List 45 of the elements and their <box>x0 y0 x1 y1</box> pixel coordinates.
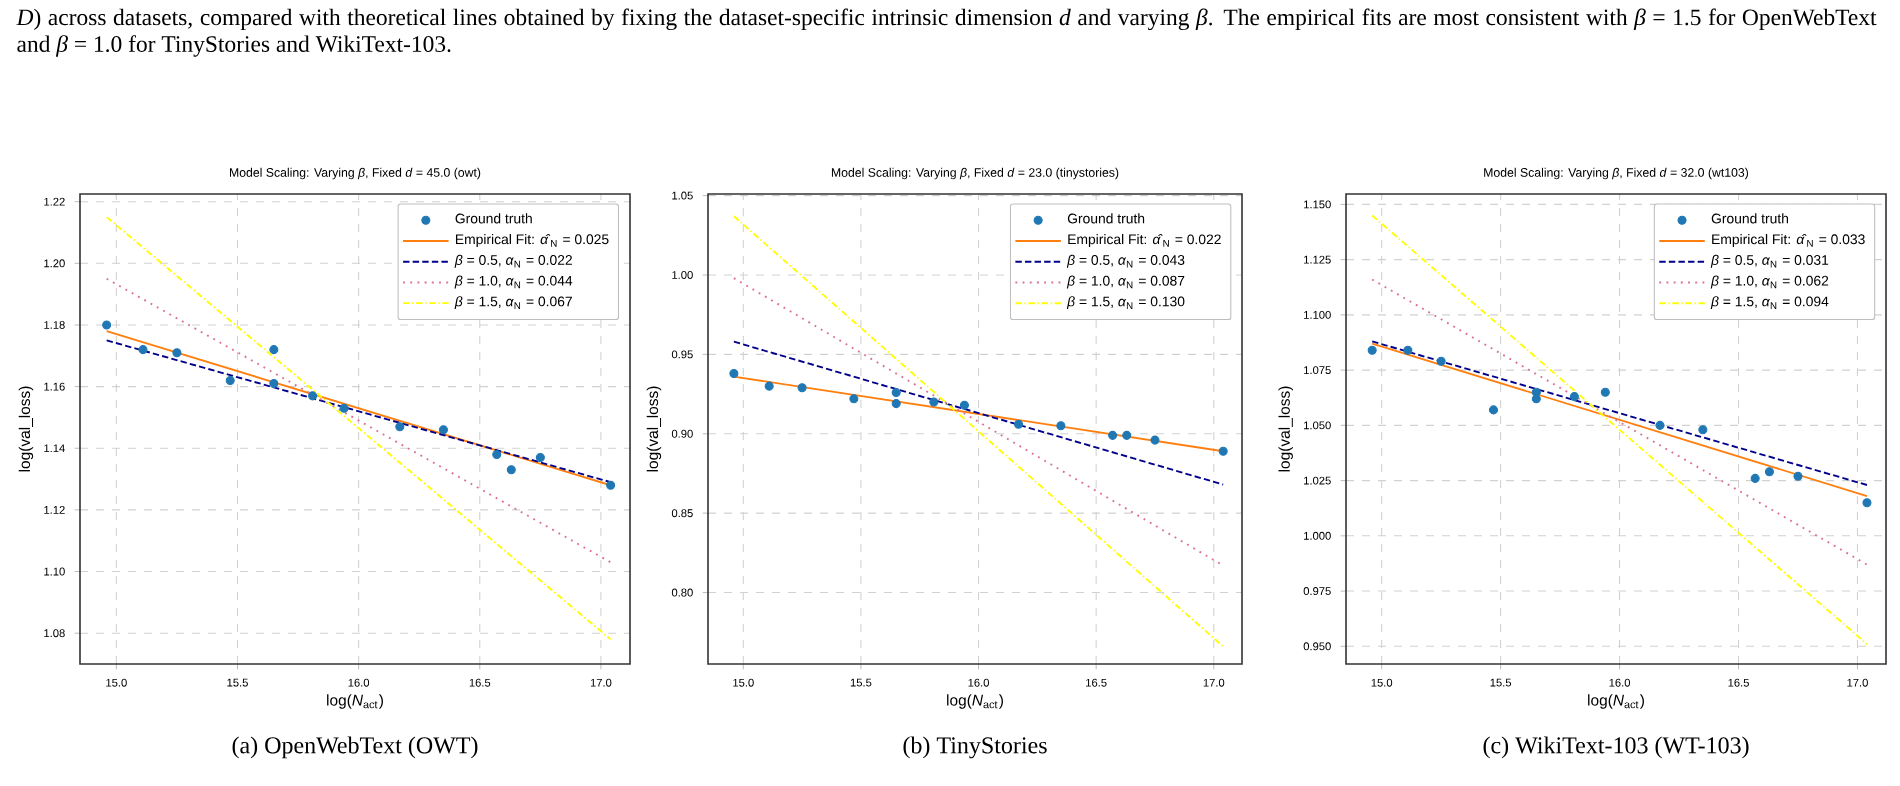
text: (a) OpenWebText (OWT) <box>232 736 478 759</box>
point <box>1862 498 1872 508</box>
point <box>492 449 502 459</box>
point <box>269 378 279 389</box>
point <box>1569 392 1579 402</box>
point <box>438 425 448 435</box>
point <box>891 387 901 398</box>
point <box>1150 435 1160 445</box>
point <box>1488 405 1499 415</box>
point <box>891 399 901 409</box>
point <box>1698 425 1708 435</box>
point <box>395 422 405 432</box>
point <box>1436 356 1446 366</box>
point <box>308 391 318 401</box>
point <box>1531 394 1541 404</box>
point <box>1108 430 1118 440</box>
point <box>172 348 182 358</box>
point <box>138 345 148 355</box>
point <box>606 480 616 490</box>
text: (c) WikiText-103 (WT-103) <box>1483 736 1749 759</box>
point <box>535 452 545 463</box>
point <box>1056 421 1066 431</box>
point <box>1218 446 1228 456</box>
point <box>1403 345 1413 355</box>
point <box>1764 467 1774 477</box>
point <box>764 381 774 391</box>
point <box>102 320 112 330</box>
point <box>1367 345 1377 355</box>
point <box>506 465 516 475</box>
point <box>339 403 349 413</box>
point <box>797 383 807 393</box>
point <box>729 368 739 378</box>
point <box>269 345 279 355</box>
point <box>959 400 969 410</box>
point <box>1655 420 1665 430</box>
point <box>225 375 235 385</box>
point <box>929 397 939 407</box>
point <box>849 394 859 404</box>
point <box>1600 387 1610 397</box>
point <box>1793 471 1803 481</box>
point <box>1750 473 1760 483</box>
text: D) across datasets, compared with theoretical lines obtained by fixing the dataset-specific intrinsic dimension d and varying β. The empirical fits are most consistent with β = 1.5 for OpenWebText and β = 1.0 for TinyStories and WikiText-103. <box>16 8 1877 57</box>
text: (b) TinyStories <box>903 736 1047 759</box>
point <box>1013 419 1024 429</box>
point <box>1122 430 1132 440</box>
